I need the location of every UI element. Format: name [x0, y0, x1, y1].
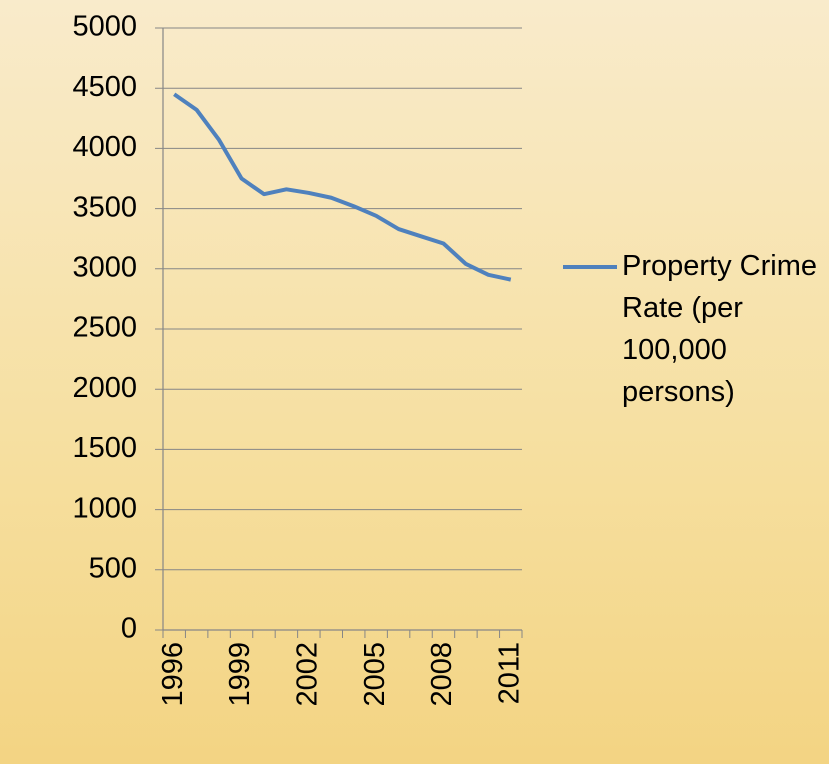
y-tick-label: 1000: [72, 492, 137, 524]
y-tick-label: 1500: [72, 432, 137, 464]
legend-line: 100,000: [622, 334, 727, 366]
x-tick-label: 2002: [292, 642, 324, 707]
y-tick-label: 4500: [72, 71, 137, 103]
y-tick-label: 5000: [72, 11, 137, 43]
y-tick-label: 4000: [72, 131, 137, 163]
y-tick-label: 500: [89, 552, 137, 584]
x-tick-label: 2008: [426, 642, 458, 707]
x-tick-label: 1996: [157, 642, 189, 707]
y-tick-label: 2500: [72, 312, 137, 344]
legend-line: persons): [622, 376, 735, 408]
y-tick-label: 2000: [72, 372, 137, 404]
legend-line: Property Crime: [622, 250, 817, 282]
y-tick-label: 3500: [72, 191, 137, 223]
line-series: [173, 92, 512, 282]
y-tick-label: 0: [121, 613, 137, 645]
y-tick-label: 3000: [72, 251, 137, 283]
x-tick-label: 1999: [224, 642, 256, 707]
legend-line: Rate (per: [622, 292, 743, 324]
legend-label: Property Crime Rate (per 100,000 persons): [622, 250, 817, 408]
x-tick-label: 2011: [493, 642, 525, 704]
x-tick-label: 2005: [359, 642, 391, 707]
